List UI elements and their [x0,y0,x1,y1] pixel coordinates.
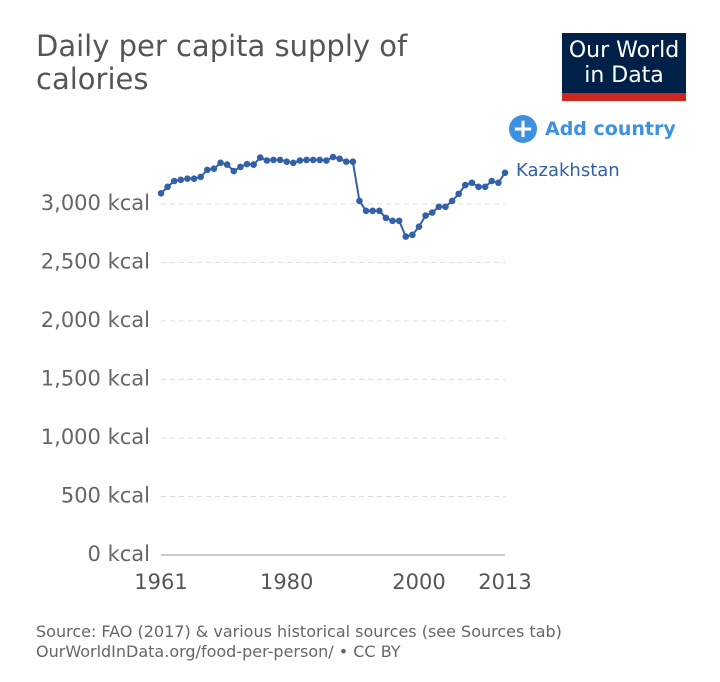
y-tick-label: 2,500 kcal [41,249,150,273]
data-point [481,183,489,191]
data-point [283,158,290,165]
data-point [256,154,264,161]
add-country-button[interactable]: + Add country [509,114,676,144]
data-point [495,179,502,187]
data-point [204,166,211,174]
data-point [409,231,416,239]
footer: Source: FAO (2017) & various historical … [36,622,562,662]
data-point [296,157,304,164]
data-point [336,155,343,163]
series-label: Kazakhstan [516,160,620,181]
chart-title: Daily per capita supply of calories [36,29,408,96]
data-point [250,161,257,168]
data-point [177,176,185,184]
data-point [362,207,370,215]
data-point [389,217,396,225]
data-point [223,161,231,168]
x-tick-label: 2013 [478,570,531,594]
data-point [369,207,376,215]
y-tick-label: 3,000 kcal [41,191,150,215]
data-point [323,157,330,164]
data-point [448,197,456,205]
data-point [184,175,191,182]
button-label: Add country [545,118,676,140]
data-point [475,183,482,191]
data-point [237,163,244,171]
data-point [210,165,218,173]
data-point [190,175,198,182]
data-point [157,189,165,197]
data-point [342,158,350,165]
data-point [382,214,390,222]
y-tick-label: 0 kcal [88,542,150,566]
data-point [395,217,403,225]
data-point [270,156,277,164]
x-tick-label: 1961 [134,570,187,594]
data-point [462,181,469,189]
data-point [217,159,224,167]
y-tick-label: 500 kcal [61,483,150,507]
logo[interactable]: Our World in Data [562,33,686,101]
data-point [316,156,324,164]
data-point [501,169,509,177]
url: OurWorldInData.org/food-per-person/ • CC… [36,642,401,661]
y-tick-label: 2,000 kcal [41,308,150,332]
data-point [376,207,383,215]
y-tick-label: 1,000 kcal [41,425,150,449]
data-point [230,167,238,175]
data-point [276,156,284,164]
data-point [243,160,251,168]
data-point [468,179,476,187]
data-point [309,156,317,164]
data-point [402,233,410,240]
data-point [415,223,423,230]
logo-text: Our World [568,38,680,63]
data-point [435,203,443,211]
data-point [428,209,436,216]
data-point [197,173,204,181]
data-point [329,153,337,161]
data-point [442,203,449,211]
x-tick-label: 2000 [392,570,445,594]
data-point [290,159,297,167]
logo-text: in Data [584,63,664,88]
source: Source: FAO (2017) & various historical … [36,622,562,641]
data-point [303,156,310,164]
data-point [356,197,363,205]
data-point [170,177,178,185]
data-point [349,158,357,165]
data-point [422,212,429,219]
data-point [164,183,171,191]
data-point [488,177,496,185]
data-point [263,157,271,164]
data-point [455,190,462,198]
plus-icon: + [509,115,537,143]
y-tick-label: 1,500 kcal [41,366,150,390]
x-tick-label: 1980 [260,570,313,594]
